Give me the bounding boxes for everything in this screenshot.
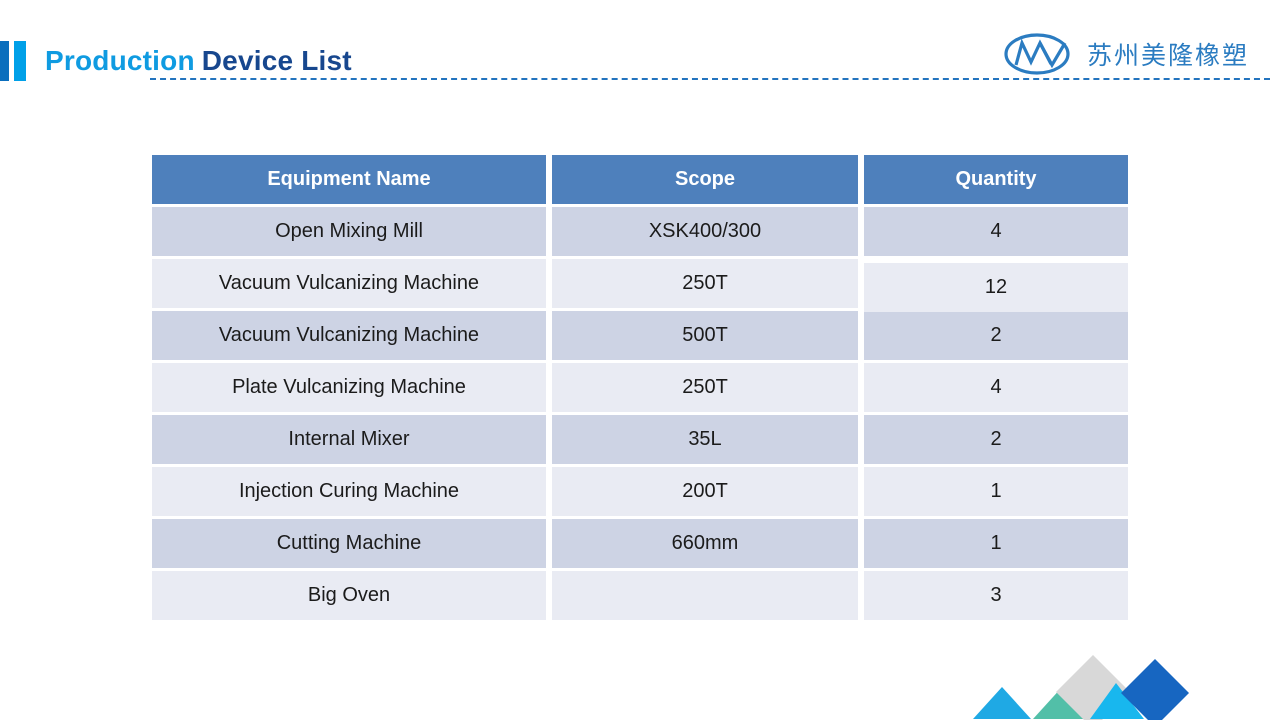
cell-scope: 35L <box>552 415 858 464</box>
cell-equipment-name: Vacuum Vulcanizing Machine <box>152 311 546 360</box>
cell-scope: 500T <box>552 311 858 360</box>
cell-quantity: 4 <box>864 363 1128 412</box>
page-title-secondary: Device List <box>201 45 352 76</box>
cell-scope: 200T <box>552 467 858 516</box>
triangle-lightblue <box>973 687 1031 719</box>
title-underline-dashed <box>150 78 1270 80</box>
cell-quantity: 1 <box>864 467 1128 516</box>
title-accent-bar-light <box>14 41 26 81</box>
cell-equipment-name: Vacuum Vulcanizing Machine <box>152 259 546 308</box>
cell-equipment-name: Big Oven <box>152 571 546 620</box>
cell-quantity: 4 <box>864 207 1128 256</box>
cell-scope <box>552 571 858 620</box>
page-title-primary: Production <box>45 45 195 76</box>
cell-quantity: 1 <box>864 519 1128 568</box>
page-title: Production Device List <box>45 44 352 78</box>
cell-scope: 250T <box>552 363 858 412</box>
cell-equipment-name: Cutting Machine <box>152 519 546 568</box>
cell-scope: XSK400/300 <box>552 207 858 256</box>
diamond-blue <box>1121 659 1189 720</box>
cell-quantity: 3 <box>864 571 1128 620</box>
cell-quantity: 12 <box>864 263 1128 312</box>
company-name: 苏州美隆橡塑 <box>1087 42 1250 70</box>
column-header-equipment-name: Equipment Name <box>152 155 546 204</box>
column-header-quantity: Quantity <box>864 155 1128 204</box>
logo-m-icon <box>1004 33 1070 75</box>
cell-equipment-name: Open Mixing Mill <box>152 207 546 256</box>
diamond-gray <box>1056 655 1130 720</box>
cell-quantity: 2 <box>864 415 1128 464</box>
title-accent-bar-dark <box>0 41 9 81</box>
cell-equipment-name: Injection Curing Machine <box>152 467 546 516</box>
triangle-teal <box>1033 686 1093 719</box>
cell-equipment-name: Internal Mixer <box>152 415 546 464</box>
triangle-cyan <box>1090 683 1144 719</box>
device-table: Equipment Name Scope Quantity Open Mixin… <box>152 155 1128 620</box>
column-header-scope: Scope <box>552 155 858 204</box>
cell-scope: 660mm <box>552 519 858 568</box>
company-logo: 苏州美隆橡塑 <box>1003 32 1249 76</box>
cell-equipment-name: Plate Vulcanizing Machine <box>152 363 546 412</box>
cell-quantity: 2 <box>864 311 1128 360</box>
cell-scope: 250T <box>552 259 858 308</box>
